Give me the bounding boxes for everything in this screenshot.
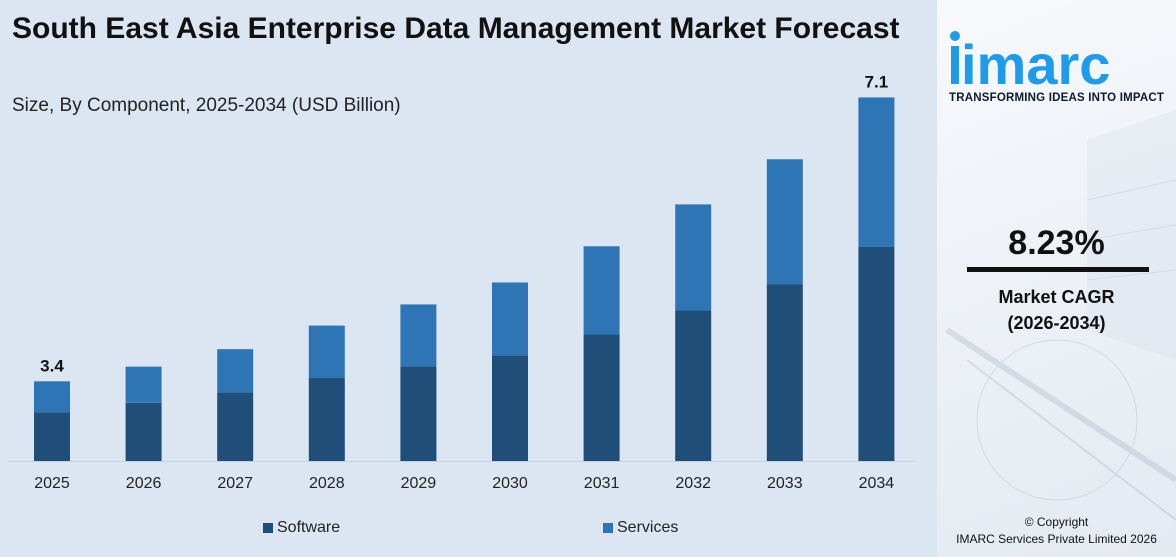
- bar-services-2025: [34, 381, 70, 413]
- legend-label-services: Services: [617, 519, 679, 536]
- bar-software-2025: [34, 412, 70, 461]
- copyright-line2: IMARC Services Private Limited 2026: [956, 532, 1157, 546]
- bar-software-2028: [308, 378, 345, 461]
- legend-item-services: Services: [603, 519, 678, 537]
- logo-wordmark: imarc: [961, 33, 1110, 90]
- x-tick-label-2028: 2028: [309, 475, 345, 492]
- copyright: © Copyright IMARC Services Private Limit…: [937, 514, 1176, 548]
- bar-services-2026: [125, 366, 162, 403]
- bar-services-2032: [675, 204, 712, 311]
- data-label-2025: 3.4: [40, 356, 64, 375]
- chart-title: South East Asia Enterprise Data Manageme…: [12, 12, 900, 45]
- bar-services-2027: [217, 349, 254, 393]
- legend-label-software: Software: [277, 519, 341, 536]
- data-label-2034: 7.1: [865, 72, 889, 91]
- bar-software-2029: [400, 366, 437, 461]
- x-tick-label-2033: 2033: [767, 475, 803, 492]
- x-tick-label-2032: 2032: [675, 475, 711, 492]
- logo-tagline: TRANSFORMING IDEAS INTO IMPACT: [949, 92, 1165, 104]
- bar-software-2030: [492, 355, 528, 461]
- x-tick-label-2030: 2030: [492, 475, 528, 492]
- x-tick-label-2026: 2026: [126, 475, 162, 492]
- x-tick-label-2031: 2031: [584, 475, 620, 492]
- x-tick-label-2029: 2029: [401, 475, 437, 492]
- sidebar-panel: imarc TRANSFORMING IDEAS INTO IMPACT 8.2…: [937, 0, 1176, 557]
- cagr-label: Market CAGR (2026-2034): [937, 284, 1176, 336]
- chart-subtitle: Size, By Component, 2025-2034 (USD Billi…: [12, 95, 401, 116]
- cagr-value: 8.23%: [1008, 224, 1105, 262]
- bar-services-2029: [400, 304, 437, 367]
- cagr-label-line2: (2026-2034): [1007, 313, 1106, 333]
- bar-software-2034: [858, 246, 895, 461]
- chart-panel: South East Asia Enterprise Data Manageme…: [0, 0, 937, 557]
- x-tick-label-2027: 2027: [217, 475, 253, 492]
- bar-software-2026: [125, 402, 162, 461]
- legend-swatch-services: [603, 523, 613, 533]
- cagr-label-line1: Market CAGR: [998, 287, 1115, 307]
- bar-software-2033: [766, 284, 803, 461]
- bar-software-2027: [217, 392, 254, 461]
- bar-services-2031: [583, 246, 620, 335]
- bar-software-2032: [675, 310, 712, 461]
- bar-services-2030: [492, 282, 528, 356]
- legend-swatch-software: [263, 523, 273, 533]
- bar-software-2031: [583, 334, 620, 461]
- bar-services-2033: [766, 159, 803, 285]
- legend-item-software: Software: [263, 519, 340, 537]
- bar-services-2028: [308, 325, 345, 379]
- x-tick-label-2025: 2025: [34, 475, 70, 492]
- bar-services-2034: [858, 97, 895, 247]
- background-decoration: [945, 110, 1176, 521]
- copyright-line1: © Copyright: [1024, 515, 1089, 529]
- cagr-divider: [967, 267, 1149, 272]
- imarc-logo: imarc: [950, 31, 1110, 90]
- stacked-bar-chart: 2025 2026 2027 2028 2029 2030 2031 2032 2033 2034…: [8, 72, 915, 492]
- x-tick-label-2034: 2034: [859, 475, 895, 492]
